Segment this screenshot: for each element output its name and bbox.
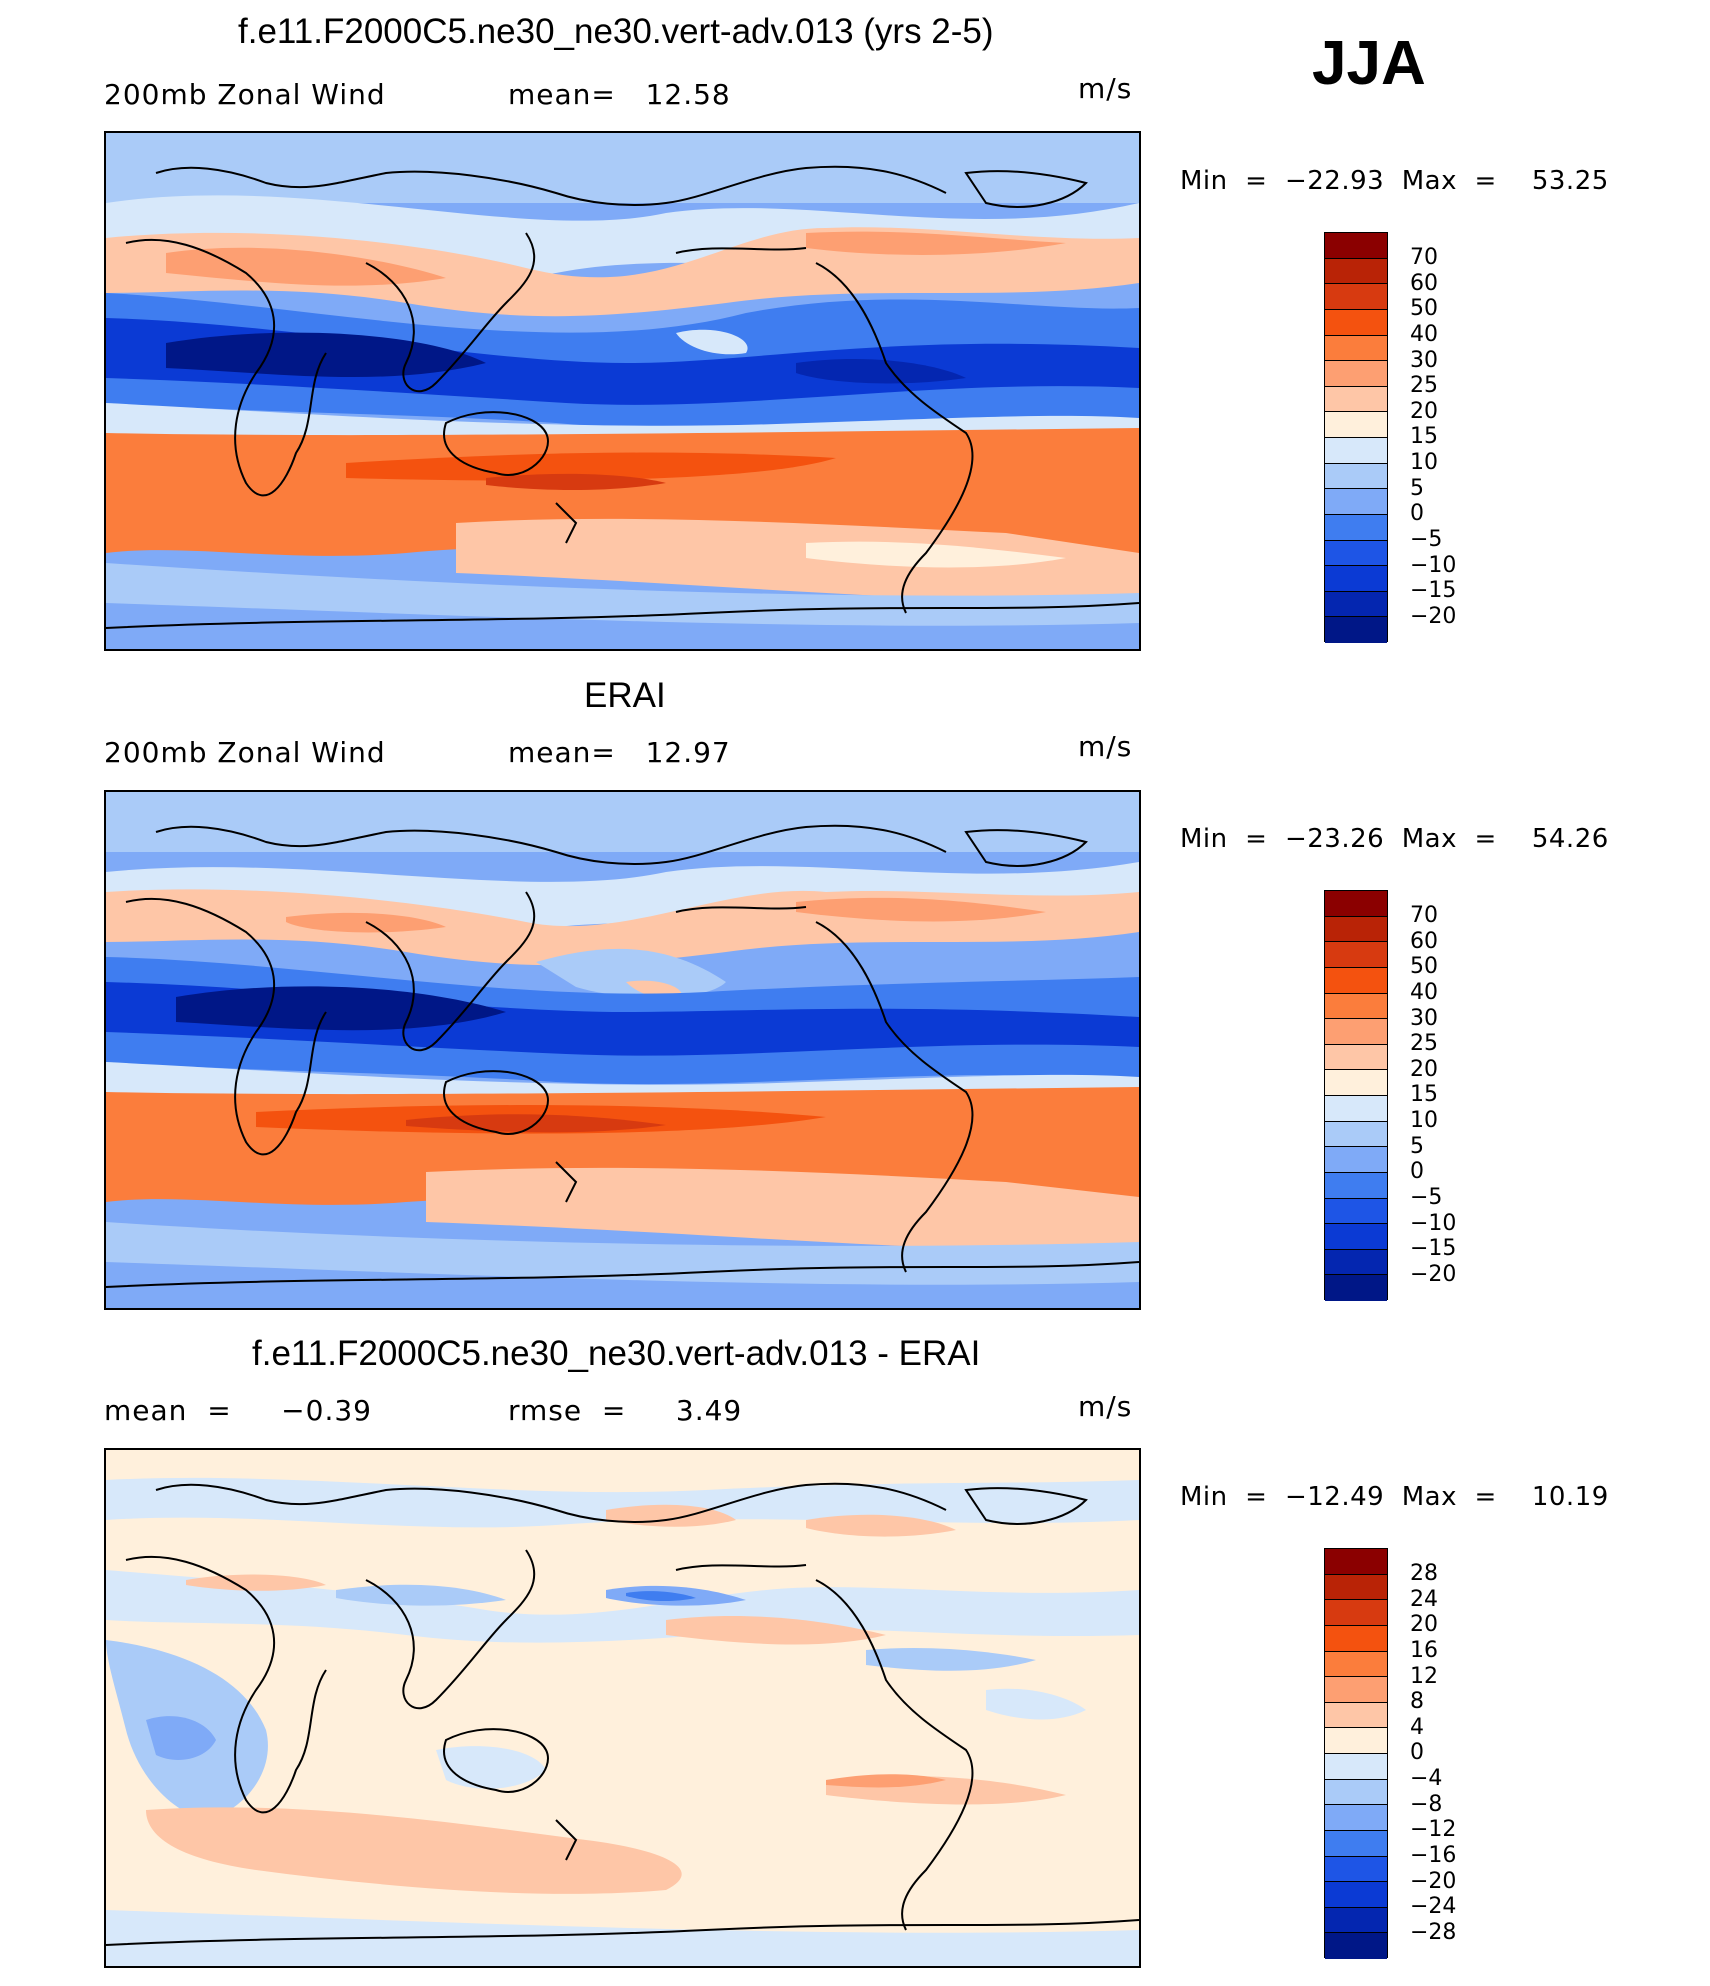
- colorbar-tick-label: −16: [1410, 1842, 1457, 1868]
- panel2-colorbar: [1324, 890, 1388, 1301]
- colorbar-tick-label: −5: [1410, 526, 1443, 552]
- panel2-colorbar-ticks: 70 60 50 40 30 25 20 15 10 5 0 −5 −10 −1…: [1410, 890, 1490, 1300]
- colorbar-tick-label: −12: [1410, 1817, 1457, 1843]
- colorbar-tick-label: −20: [1410, 1868, 1457, 1894]
- colorbar-tick-label: −10: [1410, 552, 1457, 578]
- colorbar-tick-label: 16: [1410, 1637, 1438, 1663]
- panel2-title: ERAI: [584, 676, 666, 715]
- panel2-units: m/s: [1078, 730, 1133, 763]
- colorbar-tick-label: 0: [1410, 501, 1424, 527]
- panel3-colorbar: [1324, 1548, 1388, 1959]
- panel2-field-label: 200mb Zonal Wind: [104, 736, 386, 769]
- panel2-map: [104, 790, 1141, 1310]
- colorbar-tick-label: 25: [1410, 1031, 1438, 1057]
- colorbar-tick-label: 25: [1410, 373, 1438, 399]
- colorbar-tick-label: −15: [1410, 578, 1457, 604]
- colorbar-tick-label: 12: [1410, 1663, 1438, 1689]
- colorbar-tick-label: 20: [1410, 398, 1438, 424]
- panel1-contour-field: [106, 133, 1139, 649]
- colorbar-tick-label: 60: [1410, 270, 1438, 296]
- panel1-colorbar: [1324, 232, 1388, 643]
- colorbar-tick-label: −20: [1410, 1261, 1457, 1287]
- colorbar-tick-label: 50: [1410, 296, 1438, 322]
- colorbar-tick-label: 4: [1410, 1714, 1424, 1740]
- colorbar-tick-label: 20: [1410, 1612, 1438, 1638]
- panel1-title: f.e11.F2000C5.ne30_ne30.vert-adv.013 (yr…: [238, 12, 994, 51]
- panel2-contour-field: [106, 792, 1139, 1308]
- colorbar-tick-label: 40: [1410, 321, 1438, 347]
- panel1-units: m/s: [1078, 72, 1133, 105]
- season-label: JJA: [1312, 29, 1426, 98]
- colorbar-tick-label: −28: [1410, 1919, 1457, 1945]
- colorbar-tick-label: 15: [1410, 424, 1438, 450]
- panel2-mean-label: mean= 12.97: [508, 736, 731, 769]
- panel1-mean-label: mean= 12.58: [508, 78, 731, 111]
- colorbar-tick-label: 10: [1410, 1108, 1438, 1133]
- colorbar-tick-label: −15: [1410, 1236, 1457, 1262]
- colorbar-tick-label: −4: [1410, 1766, 1443, 1791]
- colorbar-tick-label: 20: [1410, 1056, 1438, 1082]
- panel1-field-label: 200mb Zonal Wind: [104, 78, 386, 111]
- colorbar-tick-label: 70: [1410, 903, 1438, 928]
- panel2-minmax: Min = −23.26 Max = 54.26: [1180, 824, 1609, 854]
- panel3-colorbar-ticks: 28 24 20 16 12 8 4 0 −4 −8 −12 −16 −20 −…: [1410, 1548, 1490, 1958]
- colorbar-tick-label: 28: [1410, 1561, 1438, 1586]
- panel3-minmax: Min = −12.49 Max = 10.19: [1180, 1482, 1609, 1512]
- panel1-minmax: Min = −22.93 Max = 53.25: [1180, 166, 1609, 196]
- panel1-map: [104, 131, 1141, 651]
- colorbar-tick-label: 30: [1410, 347, 1438, 373]
- panel1-colorbar-ticks: 70 60 50 40 30 25 20 15 10 5 0 −5 −10 −1…: [1410, 232, 1490, 642]
- colorbar-tick-label: 24: [1410, 1586, 1438, 1612]
- colorbar-tick-label: 5: [1410, 1133, 1424, 1159]
- colorbar-tick-label: −24: [1410, 1894, 1457, 1920]
- colorbar-tick-label: −10: [1410, 1210, 1457, 1236]
- panel3-units: m/s: [1078, 1390, 1133, 1423]
- colorbar-tick-label: 0: [1410, 1740, 1424, 1766]
- colorbar-tick-label: 10: [1410, 450, 1438, 475]
- colorbar-tick-label: −20: [1410, 603, 1457, 629]
- panel3-map: [104, 1448, 1141, 1968]
- colorbar-tick-label: 40: [1410, 979, 1438, 1005]
- colorbar-tick-label: −8: [1410, 1791, 1443, 1817]
- colorbar-tick-label: 8: [1410, 1689, 1424, 1715]
- colorbar-tick-label: 15: [1410, 1082, 1438, 1108]
- colorbar-tick-label: 0: [1410, 1159, 1424, 1185]
- panel3-contour-field: [106, 1450, 1139, 1966]
- colorbar-tick-label: 60: [1410, 928, 1438, 954]
- colorbar-tick-label: 50: [1410, 954, 1438, 980]
- colorbar-tick-label: 30: [1410, 1005, 1438, 1031]
- colorbar-tick-label: 70: [1410, 245, 1438, 270]
- colorbar-tick-label: 5: [1410, 475, 1424, 501]
- colorbar-tick-label: −5: [1410, 1184, 1443, 1210]
- panel3-mean-label: mean = −0.39: [104, 1394, 372, 1427]
- panel3-rmse-label: rmse = 3.49: [508, 1394, 743, 1427]
- panel3-title: f.e11.F2000C5.ne30_ne30.vert-adv.013 - E…: [252, 1334, 981, 1373]
